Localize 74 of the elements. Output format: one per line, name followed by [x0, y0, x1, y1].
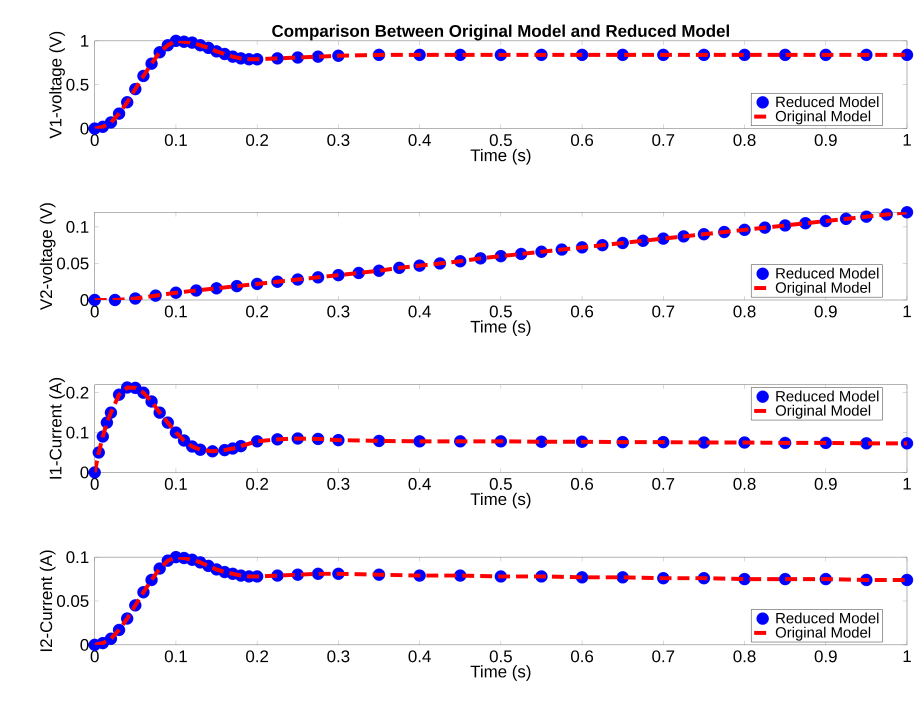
- x-tick-label: 0.4: [408, 650, 431, 662]
- legend-label: Reduced Model: [776, 96, 878, 108]
- x-tick-label: 0.7: [652, 478, 674, 490]
- chart-title: Comparison Between Original Model and Reduced Model: [272, 24, 729, 41]
- legend-label: Original Model: [776, 626, 870, 641]
- y-axis-title: I2-Current (A): [40, 550, 56, 652]
- legend-label: Reduced Model: [776, 390, 878, 402]
- x-tick-label: 0.6: [571, 650, 594, 662]
- x-tick-label: 0.9: [814, 650, 837, 662]
- x-tick-label: 0.7: [652, 650, 674, 662]
- x-tick-label: 0.4: [408, 478, 431, 490]
- y-axis-title: I1-Current (A): [49, 378, 65, 479]
- x-tick-label: 0.9: [814, 306, 837, 318]
- x-tick-label: 0.6: [571, 134, 594, 146]
- x-tick-label: 0.3: [327, 134, 350, 146]
- x-tick-label: 0.2: [246, 306, 268, 318]
- x-tick-label: 0.2: [246, 134, 268, 146]
- y-axis-title: V2-voltage (V): [40, 203, 56, 310]
- x-tick-label: 0.5: [490, 478, 512, 490]
- legend-label: Original Model: [776, 282, 870, 296]
- x-tick-label: 0.9: [814, 134, 837, 146]
- x-tick-label: 0.3: [327, 478, 350, 490]
- x-tick-label: 0.8: [733, 650, 756, 662]
- point: [88, 294, 101, 306]
- x-tick-label: 0.5: [490, 650, 512, 662]
- x-tick-label: 0.5: [490, 134, 512, 146]
- y-tick-label: 1: [81, 35, 88, 47]
- x-tick-label: 0.6: [570, 478, 594, 490]
- y-tick-label: 0: [80, 122, 89, 135]
- y-tick-label: 0.05: [56, 258, 88, 270]
- y-axis-title: V1-voltage (V): [49, 32, 65, 139]
- legend-label: Original Model: [776, 110, 870, 125]
- x-tick-label: 1: [904, 478, 911, 490]
- x-tick-label: 0.9: [814, 478, 837, 490]
- legend-label: Reduced Model: [776, 612, 878, 624]
- y-tick-label: 0.2: [66, 386, 88, 399]
- x-tick-label: 0.7: [652, 134, 674, 146]
- x-axis-title: Time (s): [470, 665, 530, 682]
- x-axis-title: Time (s): [470, 149, 530, 165]
- y-tick-label: 0: [80, 294, 89, 306]
- x-tick-label: 0.8: [733, 306, 756, 318]
- x-axis-title: Time (s): [470, 320, 530, 336]
- y-tick-label: 0.1: [66, 221, 88, 234]
- x-tick-label: 0.1: [164, 650, 187, 662]
- x-axis-title: Time (s): [470, 492, 530, 509]
- legend-label: Reduced Model: [776, 268, 878, 279]
- x-tick-label: 0: [90, 306, 99, 318]
- x-tick-label: 0.8: [733, 134, 756, 146]
- x-tick-label: 0.2: [246, 650, 268, 662]
- x-tick-label: 1: [904, 306, 911, 318]
- x-tick-label: 0: [90, 134, 99, 146]
- x-tick-label: 0.7: [652, 306, 674, 318]
- y-tick-label: 0.1: [66, 426, 88, 439]
- y-tick-label: 0.05: [56, 595, 88, 608]
- y-tick-label: 0: [80, 466, 89, 479]
- x-tick-label: 1: [904, 650, 911, 662]
- x-tick-label: 0.3: [327, 650, 350, 662]
- y-tick-label: 0: [80, 639, 89, 652]
- x-tick-label: 0.8: [733, 478, 756, 490]
- x-tick-label: 0.4: [408, 134, 431, 146]
- x-tick-label: 0.4: [408, 306, 431, 318]
- legend-label: Original Model: [776, 404, 870, 419]
- x-tick-label: 0: [90, 478, 99, 490]
- x-tick-label: 1: [904, 134, 911, 146]
- y-tick-label: 0.1: [66, 551, 88, 564]
- x-tick-label: 0.6: [571, 306, 594, 318]
- x-tick-label: 0.2: [246, 478, 268, 490]
- x-tick-label: 0.5: [490, 306, 512, 318]
- y-tick-label: 0.5: [66, 78, 88, 91]
- x-tick-label: 0.1: [164, 134, 187, 146]
- x-tick-label: 0.3: [327, 306, 350, 318]
- x-tick-label: 0: [90, 650, 99, 662]
- x-tick-label: 0.1: [164, 478, 187, 490]
- x-tick-label: 0.1: [164, 306, 187, 318]
